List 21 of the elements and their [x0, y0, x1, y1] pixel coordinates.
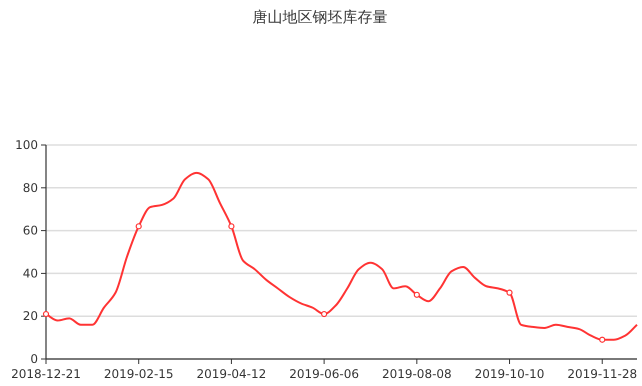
- y-tick-label: 60: [22, 224, 38, 238]
- x-tick-label: 2019-02-15: [104, 367, 174, 381]
- x-tick-label: 2019-10-10: [474, 367, 544, 381]
- point: [599, 336, 606, 343]
- point: [321, 310, 328, 318]
- point: [136, 223, 142, 230]
- x-tick-label: 2019-08-08: [382, 367, 452, 381]
- x-tick-label: 2019-04-12: [196, 367, 266, 381]
- point: [506, 290, 513, 296]
- x-tick-label: 2019-06-06: [289, 367, 359, 381]
- y-tick-label: 20: [22, 309, 38, 324]
- y-tick-label: 40: [22, 266, 38, 280]
- x-tick-label: 2018-12-21: [11, 367, 81, 381]
- point: [414, 292, 420, 298]
- y-tick-label: 100: [15, 138, 38, 152]
- y-tick-label: 0: [30, 352, 38, 366]
- chart-title: 唐山地区钢坯库存量: [252, 8, 388, 26]
- y-tick-label: 80: [22, 180, 38, 195]
- point: [228, 223, 235, 230]
- point: [42, 310, 50, 318]
- x-tick-label: 2019-11-28: [567, 367, 638, 381]
